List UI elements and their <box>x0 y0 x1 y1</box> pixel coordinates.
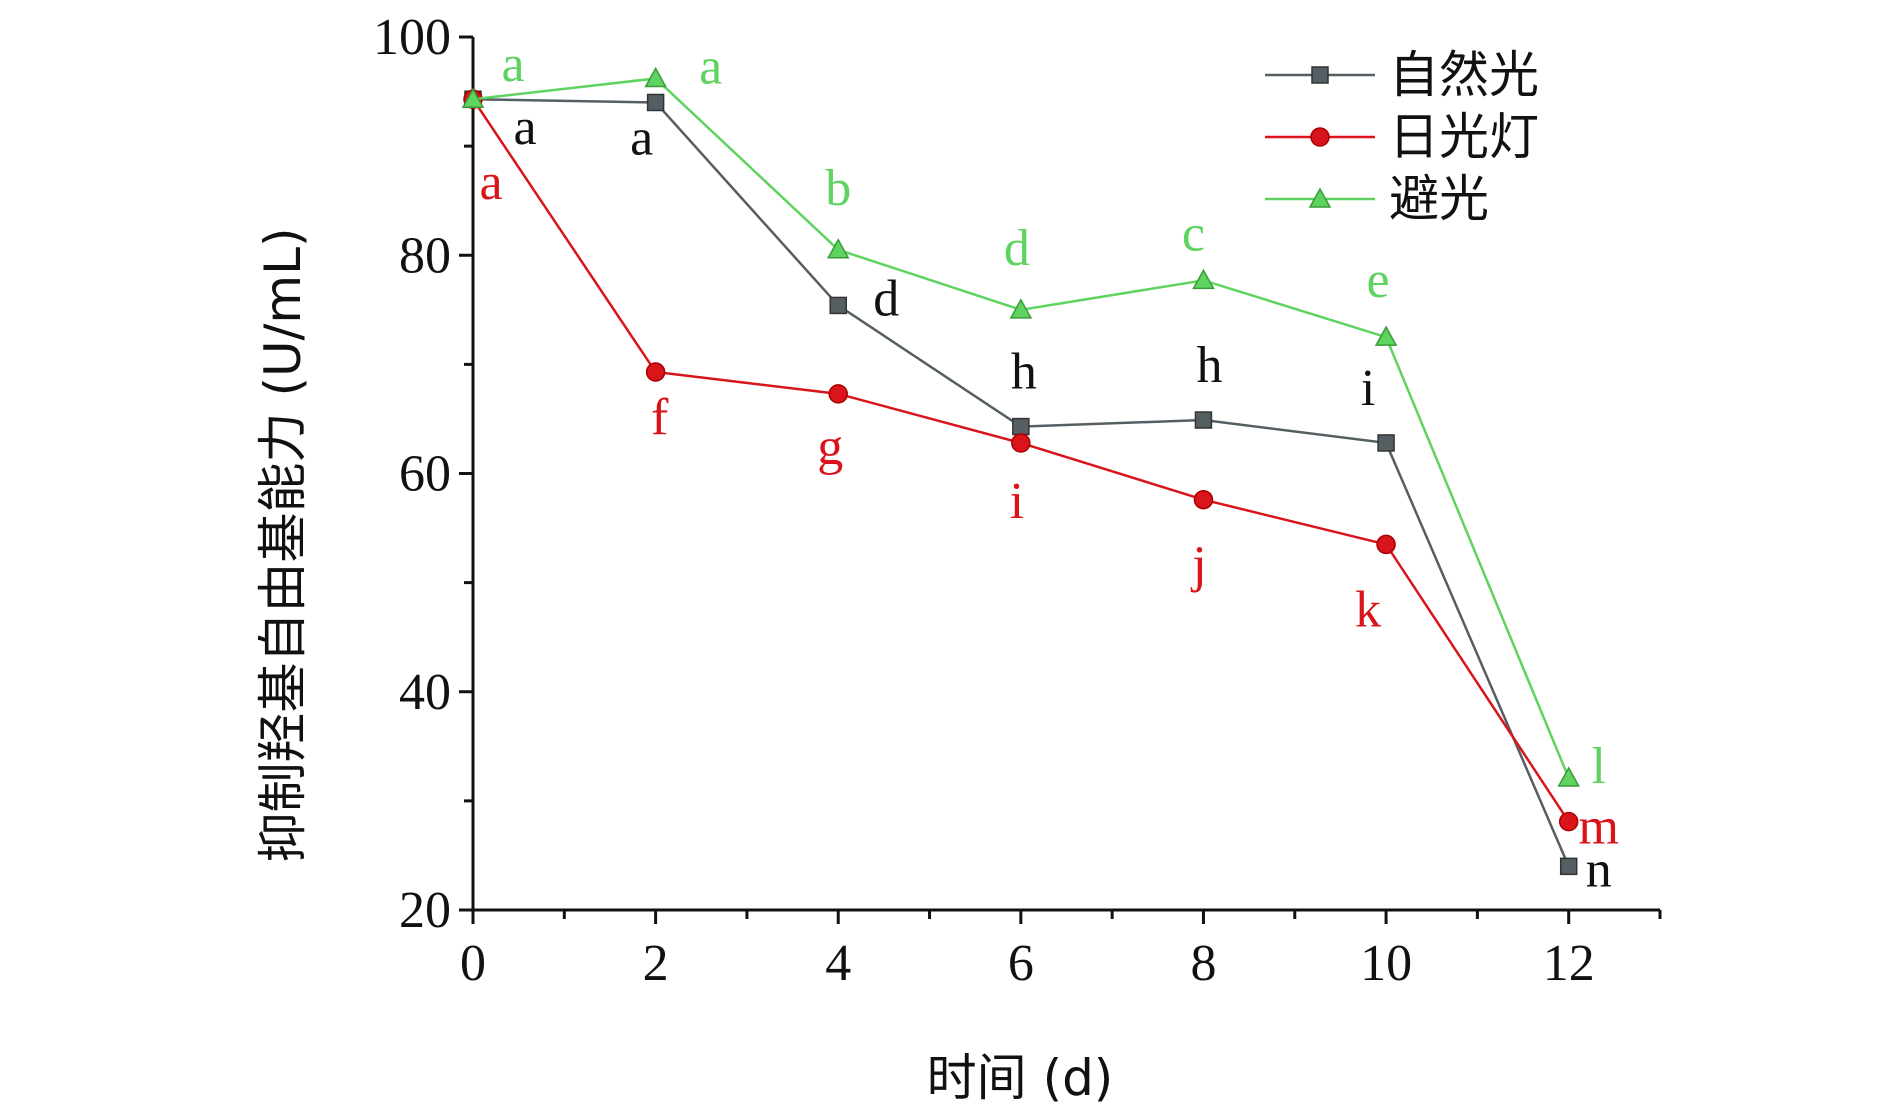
significance-label: f <box>651 389 669 446</box>
data-point <box>1377 434 1395 452</box>
significance-label: i <box>1010 473 1024 530</box>
x-tick-label: 8 <box>1190 935 1216 992</box>
data-point <box>461 87 485 108</box>
legend-label: 自然光 <box>1389 46 1539 104</box>
data-point <box>1009 298 1033 319</box>
x-tick-label: 12 <box>1543 935 1595 992</box>
significance-label: b <box>825 160 851 217</box>
data-point <box>1559 857 1578 876</box>
significance-label: e <box>1367 252 1390 309</box>
data-point <box>1194 411 1213 429</box>
data-point <box>1558 811 1579 832</box>
y-axis-title: 抑制羟基自由基能力 (U/mL) <box>254 228 312 863</box>
significance-label: a <box>630 109 653 166</box>
significance-label: c <box>1182 205 1205 262</box>
data-point <box>1011 433 1031 453</box>
significance-label: a <box>513 99 536 156</box>
data-point <box>1192 268 1215 290</box>
data-point <box>1012 417 1030 436</box>
significance-label: a <box>699 38 722 95</box>
data-point <box>645 362 666 382</box>
significance-label: d <box>873 270 899 327</box>
significance-label: a <box>501 36 524 93</box>
data-point <box>646 93 665 112</box>
significance-label: a <box>479 154 502 211</box>
x-tick-label: 0 <box>460 935 486 992</box>
data-point <box>1193 489 1214 510</box>
significance-label: h <box>1196 337 1222 394</box>
significance-label: i <box>1361 360 1375 417</box>
legend-marker <box>1310 127 1330 147</box>
significance-label: g <box>817 419 843 476</box>
significance-label: h <box>1011 344 1037 401</box>
x-tick-label: 2 <box>643 935 669 992</box>
data-point <box>826 238 850 259</box>
legend-label: 日光灯 <box>1389 108 1539 166</box>
significance-label: n <box>1586 841 1612 898</box>
significance-label: k <box>1355 581 1381 638</box>
y-tick-label: 40 <box>399 664 451 721</box>
data-point <box>1374 325 1398 346</box>
axes: 0 2 4 6 8 10 12 20 40 60 80 100 <box>373 9 1662 992</box>
significance-label: j <box>1190 537 1206 594</box>
significance-label: l <box>1591 738 1605 795</box>
x-tick-label: 10 <box>1360 935 1412 992</box>
y-tick-label: 20 <box>399 882 451 939</box>
x-axis-title: 时间 (d) <box>927 1049 1114 1107</box>
data-point <box>1557 766 1580 787</box>
data-point <box>1376 534 1396 555</box>
data-point <box>829 296 847 315</box>
data-point <box>644 66 667 88</box>
data-point <box>828 384 848 404</box>
y-tick-label: 80 <box>399 227 451 284</box>
series-layer <box>461 66 1580 876</box>
y-tick-label: 60 <box>399 446 451 503</box>
x-tick-label: 4 <box>825 935 851 992</box>
significance-label: d <box>1004 220 1030 277</box>
legend-label: 避光 <box>1389 170 1489 228</box>
legend-marker <box>1308 187 1332 208</box>
x-tick-label: 6 <box>1008 935 1034 992</box>
y-tick-label: 100 <box>373 9 451 66</box>
legend-marker <box>1311 66 1329 84</box>
significance-label: m <box>1578 799 1618 856</box>
